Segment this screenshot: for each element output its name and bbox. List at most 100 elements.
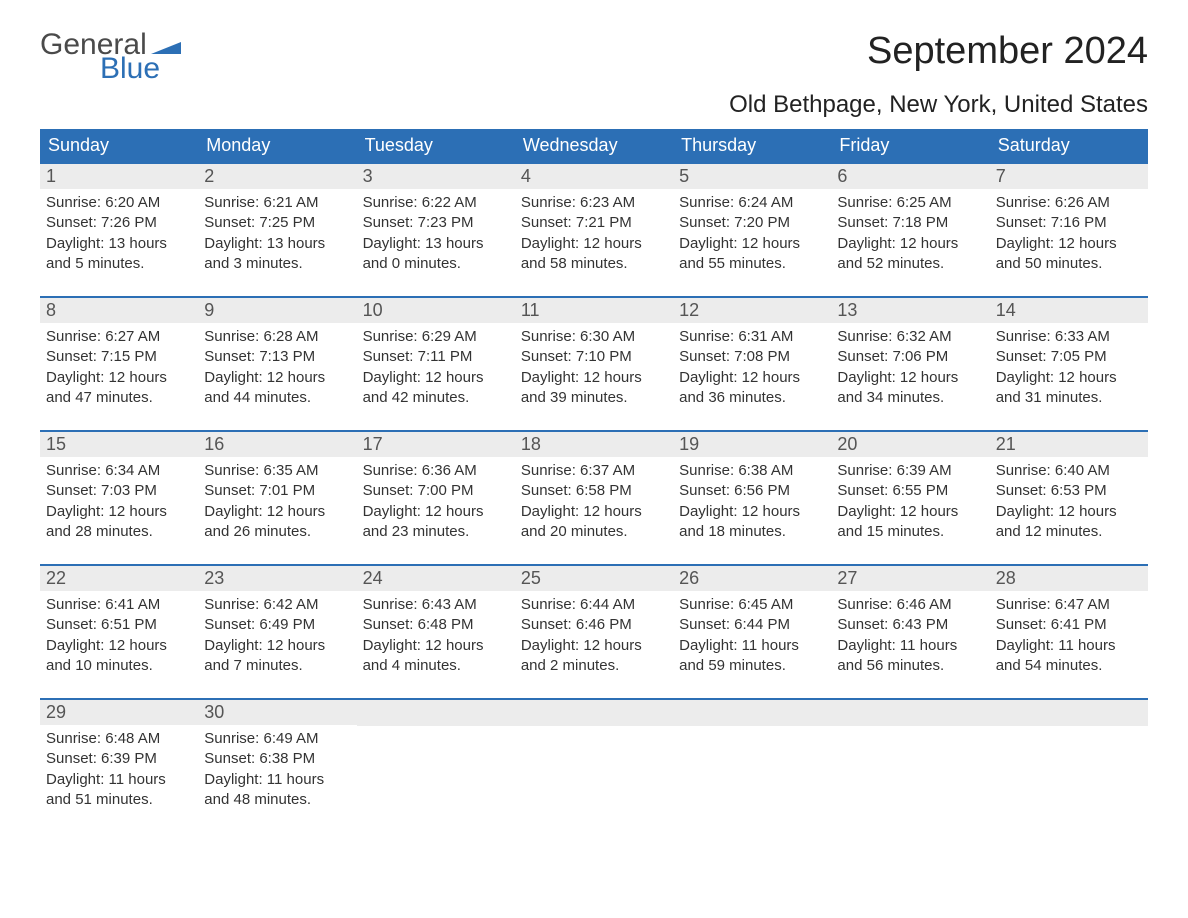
day-sunset: Sunset: 7:10 PM: [521, 347, 667, 367]
day-sunset: Sunset: 6:39 PM: [46, 749, 192, 769]
day-number: 24: [357, 566, 515, 591]
logo-text-blue: Blue: [100, 54, 181, 84]
day-cell: 2Sunrise: 6:21 AMSunset: 7:25 PMDaylight…: [198, 164, 356, 274]
dow-wednesday: Wednesday: [515, 129, 673, 162]
day-dl2: and 15 minutes.: [837, 522, 983, 542]
day-sunrise: Sunrise: 6:35 AM: [204, 461, 350, 481]
day-sunrise: Sunrise: 6:33 AM: [996, 327, 1142, 347]
day-number: 26: [673, 566, 831, 591]
day-dl2: and 20 minutes.: [521, 522, 667, 542]
day-number: 8: [40, 298, 198, 323]
day-sunrise: Sunrise: 6:34 AM: [46, 461, 192, 481]
day-sunset: Sunset: 6:41 PM: [996, 615, 1142, 635]
dow-monday: Monday: [198, 129, 356, 162]
day-number: 21: [990, 432, 1148, 457]
day-data: Sunrise: 6:44 AMSunset: 6:46 PMDaylight:…: [515, 591, 673, 676]
day-dl2: and 39 minutes.: [521, 388, 667, 408]
week-row: 8Sunrise: 6:27 AMSunset: 7:15 PMDaylight…: [40, 296, 1148, 408]
day-dl2: and 2 minutes.: [521, 656, 667, 676]
day-sunrise: Sunrise: 6:49 AM: [204, 729, 350, 749]
day-number: [831, 700, 989, 726]
day-cell: [990, 700, 1148, 810]
day-dl1: Daylight: 11 hours: [204, 770, 350, 790]
day-dl1: Daylight: 11 hours: [996, 636, 1142, 656]
day-data: Sunrise: 6:36 AMSunset: 7:00 PMDaylight:…: [357, 457, 515, 542]
day-dl2: and 48 minutes.: [204, 790, 350, 810]
day-data: Sunrise: 6:38 AMSunset: 6:56 PMDaylight:…: [673, 457, 831, 542]
day-data: Sunrise: 6:28 AMSunset: 7:13 PMDaylight:…: [198, 323, 356, 408]
day-dl2: and 12 minutes.: [996, 522, 1142, 542]
day-data: Sunrise: 6:25 AMSunset: 7:18 PMDaylight:…: [831, 189, 989, 274]
day-sunrise: Sunrise: 6:25 AM: [837, 193, 983, 213]
day-number: 23: [198, 566, 356, 591]
day-dl2: and 7 minutes.: [204, 656, 350, 676]
day-dl1: Daylight: 12 hours: [46, 502, 192, 522]
day-sunset: Sunset: 7:21 PM: [521, 213, 667, 233]
day-number: 12: [673, 298, 831, 323]
day-dl2: and 10 minutes.: [46, 656, 192, 676]
day-cell: 24Sunrise: 6:43 AMSunset: 6:48 PMDayligh…: [357, 566, 515, 676]
day-dl1: Daylight: 12 hours: [996, 502, 1142, 522]
day-cell: 1Sunrise: 6:20 AMSunset: 7:26 PMDaylight…: [40, 164, 198, 274]
day-data: Sunrise: 6:39 AMSunset: 6:55 PMDaylight:…: [831, 457, 989, 542]
day-dl2: and 54 minutes.: [996, 656, 1142, 676]
day-dl2: and 34 minutes.: [837, 388, 983, 408]
day-data: Sunrise: 6:30 AMSunset: 7:10 PMDaylight:…: [515, 323, 673, 408]
day-data: Sunrise: 6:42 AMSunset: 6:49 PMDaylight:…: [198, 591, 356, 676]
day-cell: 8Sunrise: 6:27 AMSunset: 7:15 PMDaylight…: [40, 298, 198, 408]
day-sunrise: Sunrise: 6:22 AM: [363, 193, 509, 213]
day-cell: 4Sunrise: 6:23 AMSunset: 7:21 PMDaylight…: [515, 164, 673, 274]
day-data: Sunrise: 6:43 AMSunset: 6:48 PMDaylight:…: [357, 591, 515, 676]
dow-sunday: Sunday: [40, 129, 198, 162]
week-row: 1Sunrise: 6:20 AMSunset: 7:26 PMDaylight…: [40, 162, 1148, 274]
day-dl1: Daylight: 12 hours: [363, 502, 509, 522]
day-dl1: Daylight: 12 hours: [521, 234, 667, 254]
day-sunset: Sunset: 6:44 PM: [679, 615, 825, 635]
day-sunset: Sunset: 7:11 PM: [363, 347, 509, 367]
day-cell: [515, 700, 673, 810]
day-cell: 6Sunrise: 6:25 AMSunset: 7:18 PMDaylight…: [831, 164, 989, 274]
day-cell: [673, 700, 831, 810]
day-number: 5: [673, 164, 831, 189]
day-sunrise: Sunrise: 6:46 AM: [837, 595, 983, 615]
dow-friday: Friday: [831, 129, 989, 162]
day-number: [990, 700, 1148, 726]
day-cell: 28Sunrise: 6:47 AMSunset: 6:41 PMDayligh…: [990, 566, 1148, 676]
day-dl2: and 56 minutes.: [837, 656, 983, 676]
day-dl1: Daylight: 12 hours: [204, 502, 350, 522]
day-sunset: Sunset: 7:08 PM: [679, 347, 825, 367]
day-dl1: Daylight: 11 hours: [679, 636, 825, 656]
day-sunrise: Sunrise: 6:27 AM: [46, 327, 192, 347]
day-number: 9: [198, 298, 356, 323]
day-number: 29: [40, 700, 198, 725]
day-dl1: Daylight: 12 hours: [837, 234, 983, 254]
day-dl1: Daylight: 12 hours: [837, 368, 983, 388]
day-dl1: Daylight: 12 hours: [996, 368, 1142, 388]
day-cell: 18Sunrise: 6:37 AMSunset: 6:58 PMDayligh…: [515, 432, 673, 542]
day-cell: 16Sunrise: 6:35 AMSunset: 7:01 PMDayligh…: [198, 432, 356, 542]
day-dl2: and 50 minutes.: [996, 254, 1142, 274]
day-cell: 9Sunrise: 6:28 AMSunset: 7:13 PMDaylight…: [198, 298, 356, 408]
day-data: Sunrise: 6:49 AMSunset: 6:38 PMDaylight:…: [198, 725, 356, 810]
day-dl2: and 52 minutes.: [837, 254, 983, 274]
day-sunset: Sunset: 6:38 PM: [204, 749, 350, 769]
day-data: Sunrise: 6:35 AMSunset: 7:01 PMDaylight:…: [198, 457, 356, 542]
day-sunrise: Sunrise: 6:42 AM: [204, 595, 350, 615]
day-sunset: Sunset: 6:51 PM: [46, 615, 192, 635]
day-cell: 25Sunrise: 6:44 AMSunset: 6:46 PMDayligh…: [515, 566, 673, 676]
day-dl1: Daylight: 12 hours: [46, 368, 192, 388]
day-data: Sunrise: 6:21 AMSunset: 7:25 PMDaylight:…: [198, 189, 356, 274]
day-dl1: Daylight: 12 hours: [46, 636, 192, 656]
day-dl1: Daylight: 12 hours: [521, 502, 667, 522]
day-dl2: and 42 minutes.: [363, 388, 509, 408]
day-dl1: Daylight: 12 hours: [679, 234, 825, 254]
day-number: 15: [40, 432, 198, 457]
day-dl2: and 44 minutes.: [204, 388, 350, 408]
day-sunset: Sunset: 7:20 PM: [679, 213, 825, 233]
day-cell: 13Sunrise: 6:32 AMSunset: 7:06 PMDayligh…: [831, 298, 989, 408]
day-sunset: Sunset: 7:13 PM: [204, 347, 350, 367]
day-sunrise: Sunrise: 6:21 AM: [204, 193, 350, 213]
day-number: 4: [515, 164, 673, 189]
day-sunset: Sunset: 6:58 PM: [521, 481, 667, 501]
day-number: 17: [357, 432, 515, 457]
